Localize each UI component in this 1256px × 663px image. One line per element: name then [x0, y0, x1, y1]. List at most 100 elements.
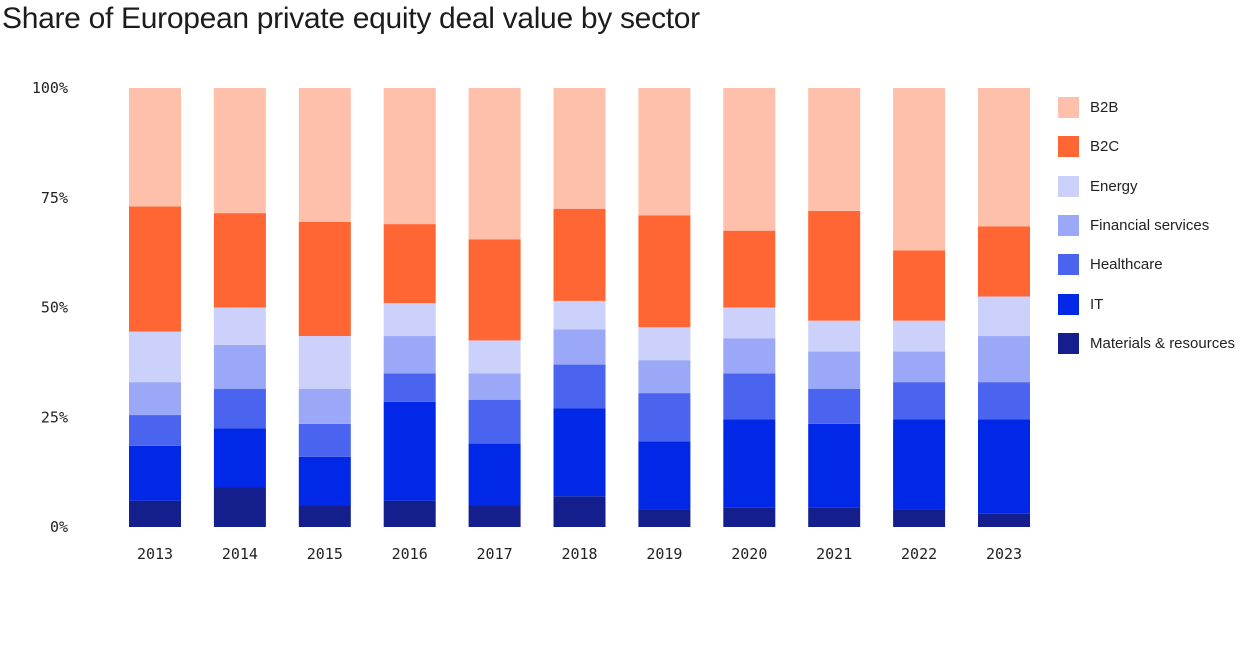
bar-segment-2020-it — [723, 419, 776, 508]
legend-label: Healthcare — [1090, 256, 1163, 274]
bar-segment-2013-b2c — [129, 206, 181, 332]
bar-segment-2018-healthcare — [553, 364, 606, 409]
bar-segment-2014-energy — [213, 307, 266, 345]
bar-segment-2016-financial-services — [383, 336, 436, 374]
chart-plot: 0% 25% 50% 75% 100% 2013 2014 2015 2016 2017 2018… — [32, 79, 1030, 563]
legend-item: IT — [1058, 284, 1235, 323]
legend-label: Materials & resources — [1090, 334, 1236, 352]
bar-segment-2015-b2b — [298, 88, 351, 222]
bar-segment-2018-b2c — [553, 208, 606, 301]
bar-segment-2017-it — [468, 443, 521, 506]
bar-segment-2023-healthcare — [978, 382, 1030, 420]
bar-segment-2021-b2c — [808, 210, 861, 321]
bar-segment-2016-healthcare — [383, 373, 436, 402]
bar-segment-2017-b2b — [468, 88, 521, 240]
legend-swatch — [1058, 136, 1079, 158]
bar-segment-2020-b2b — [723, 88, 776, 231]
bar-segment-2022-materials-resources — [893, 509, 946, 527]
legend-swatch — [1058, 332, 1079, 354]
bar-segment-2017-healthcare — [468, 399, 521, 444]
bar-segment-2021-it — [808, 423, 861, 508]
bar-segment-2015-b2c — [298, 221, 351, 337]
bar-segment-2014-it — [213, 428, 266, 488]
bar-segment-2020-materials-resources — [723, 507, 776, 527]
legend-label: B2C — [1090, 138, 1120, 156]
bar-segment-2018-financial-services — [553, 329, 606, 365]
bar-segment-2022-financial-services — [893, 351, 946, 383]
legend-label: Financial services — [1090, 217, 1210, 235]
bar-segment-2016-materials-resources — [383, 500, 436, 527]
x-tick-label: 2019 — [646, 545, 682, 563]
bar-segment-2014-financial-services — [213, 344, 266, 389]
bar-segment-2021-b2b — [808, 88, 861, 211]
y-axis: 0% 25% 50% 75% 100% — [32, 79, 68, 536]
bar-segment-2018-it — [553, 408, 606, 497]
bar-segment-2014-healthcare — [213, 388, 266, 429]
bar-segment-2020-financial-services — [723, 338, 776, 374]
bar-segment-2019-b2c — [638, 215, 691, 328]
legend-swatch — [1058, 293, 1079, 315]
bar-segment-2019-materials-resources — [638, 509, 691, 527]
bar-segment-2013-it — [129, 445, 181, 501]
legend: B2B B2C Energy Financial services Healthcare… — [1058, 88, 1235, 363]
legend-item: B2B — [1058, 88, 1235, 127]
bar-segment-2013-healthcare — [129, 415, 181, 446]
x-tick-label: 2022 — [901, 545, 937, 563]
bar-segment-2019-energy — [638, 327, 691, 361]
legend-swatch — [1058, 175, 1079, 197]
bar-segment-2023-financial-services — [978, 336, 1030, 383]
y-tick-label: 50% — [41, 299, 68, 317]
y-tick-label: 75% — [41, 189, 68, 207]
bar-segment-2013-b2b — [129, 88, 181, 207]
x-tick-label: 2014 — [222, 545, 258, 563]
x-tick-label: 2015 — [307, 545, 343, 563]
x-tick-label: 2023 — [986, 545, 1022, 563]
bar-segment-2014-b2b — [213, 88, 266, 214]
y-tick-label: 25% — [41, 408, 68, 426]
x-tick-label: 2017 — [477, 545, 513, 563]
bar-segment-2021-financial-services — [808, 351, 861, 389]
x-tick-label: 2013 — [137, 545, 173, 563]
bar-segment-2022-healthcare — [893, 382, 946, 420]
bar-segment-2017-materials-resources — [468, 505, 521, 527]
bar-segment-2013-materials-resources — [129, 500, 181, 527]
legend-swatch — [1058, 97, 1079, 119]
bar-segment-2022-energy — [893, 320, 946, 352]
legend-label: Energy — [1090, 177, 1138, 195]
legend-swatch — [1058, 215, 1079, 237]
bar-segment-2018-materials-resources — [553, 496, 606, 527]
bar-segment-2016-b2c — [383, 224, 436, 304]
x-tick-label: 2021 — [816, 545, 852, 563]
bar-segment-2022-b2b — [893, 88, 946, 251]
bar-segment-2016-b2b — [383, 88, 436, 225]
bar-segment-2021-materials-resources — [808, 507, 861, 527]
bar-segment-2013-financial-services — [129, 382, 181, 416]
bar-segment-2020-energy — [723, 307, 776, 339]
bar-segment-2019-it — [638, 441, 691, 510]
bar-segment-2014-materials-resources — [213, 487, 266, 527]
bar-segment-2023-b2c — [978, 226, 1030, 297]
legend-item: Energy — [1058, 167, 1235, 206]
chart-title: Share of European private equity deal va… — [2, 2, 700, 35]
bar-segment-2019-healthcare — [638, 393, 691, 442]
bar-segment-2015-energy — [298, 336, 351, 389]
legend-label: IT — [1090, 295, 1104, 313]
legend-item: Financial services — [1058, 206, 1235, 245]
legend-label: B2B — [1090, 99, 1119, 117]
bar-segment-2022-b2c — [893, 250, 946, 321]
bar-segment-2020-b2c — [723, 230, 776, 308]
legend-item: B2C — [1058, 127, 1235, 166]
bar-segment-2016-energy — [383, 303, 436, 337]
x-tick-label: 2018 — [561, 545, 597, 563]
bar-segment-2021-energy — [808, 320, 861, 352]
bar-segment-2015-it — [298, 456, 351, 506]
bar-segment-2019-b2b — [638, 88, 691, 216]
bar-segment-2015-financial-services — [298, 388, 351, 424]
x-axis: 2013 2014 2015 2016 2017 2018 2019 2020 2021 2022… — [137, 545, 1022, 563]
x-tick-label: 2020 — [731, 545, 767, 563]
bar-segment-2023-energy — [978, 296, 1030, 337]
bar-segment-2015-materials-resources — [298, 505, 351, 527]
bar-segment-2022-it — [893, 419, 946, 510]
bar-segment-2016-it — [383, 401, 436, 501]
bar-segment-2018-energy — [553, 300, 606, 330]
